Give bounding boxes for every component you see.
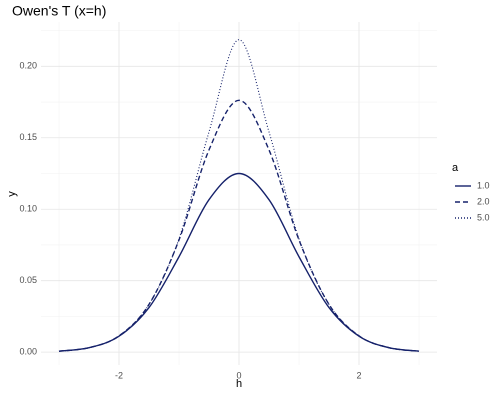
legend-label: 5.0 bbox=[477, 212, 490, 222]
y-tick-label: 0.15 bbox=[19, 132, 37, 142]
legend-label: 1.0 bbox=[477, 180, 490, 190]
legend-title: a bbox=[452, 162, 459, 174]
y-tick-label: 0.20 bbox=[19, 61, 37, 71]
y-axis-label: y bbox=[6, 191, 18, 197]
chart-title: Owen's T (x=h) bbox=[12, 3, 106, 19]
x-tick-label: 2 bbox=[356, 370, 361, 380]
line bbox=[58, 99, 420, 352]
legend-label: 2.0 bbox=[477, 196, 490, 206]
y-tick-label: 0.00 bbox=[19, 347, 37, 357]
x-tick-label: -2 bbox=[115, 370, 123, 380]
y-tick-label: 0.10 bbox=[19, 204, 37, 214]
x-axis-label: h bbox=[236, 378, 242, 390]
x-tick-label: 0 bbox=[236, 370, 241, 380]
y-tick-label: 0.05 bbox=[19, 275, 37, 285]
